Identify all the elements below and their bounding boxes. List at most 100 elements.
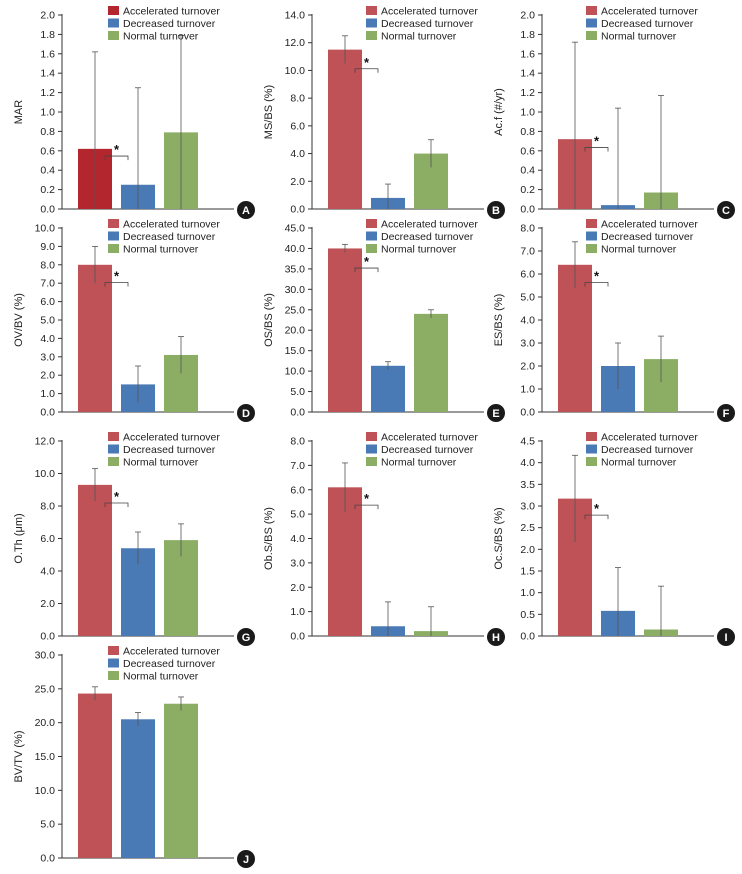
y-tick-label: 15.0 <box>35 751 56 763</box>
y-tick-label: 4.0 <box>290 148 305 160</box>
significance-bracket <box>354 267 379 273</box>
panel-badge <box>237 201 255 219</box>
y-tick-label: 6.0 <box>40 533 55 545</box>
y-tick-label: 0.0 <box>40 853 55 865</box>
bar-accelerated-turnover <box>78 264 112 412</box>
chart-panel-c: 0.0 0.2 0.4 0.6 0.8 1.0 1.2 1.4 1.6 1.8 2.0 Ac.f (#… <box>493 6 735 219</box>
bar-accelerated-turnover <box>558 264 592 412</box>
legend-swatch <box>366 231 377 241</box>
significance-marker: * <box>364 491 370 506</box>
y-tick-label: 0.0 <box>40 204 55 216</box>
legend-swatch <box>108 219 119 228</box>
y-tick-label: 0.2 <box>520 184 535 196</box>
y-tick-label: 5.0 <box>40 819 55 831</box>
y-axis-label: OS/BS (%) <box>263 293 275 347</box>
y-tick-label: 0.0 <box>290 204 305 216</box>
y-tick-label: 2.0 <box>520 361 535 373</box>
legend-label: Decreased turnover <box>123 444 216 456</box>
y-tick-label: 2.0 <box>290 176 305 188</box>
y-tick-label: 1.2 <box>520 87 535 99</box>
y-axis-label: OV/BV (%) <box>13 293 25 347</box>
chart-panel-g: 0.0 2.0 4.0 6.0 8.0 10.0 12.0 O.Th (μm) * Acceler… <box>13 432 255 646</box>
y-tick-label: 0.0 <box>290 631 305 643</box>
chart-panel-j: 0.0 5.0 10.0 15.0 20.0 25.0 30.0 BV/TV (%) Accel… <box>13 646 255 868</box>
legend-swatch <box>108 6 119 15</box>
legend-swatch <box>108 244 119 253</box>
y-tick-label: 1.8 <box>40 29 55 41</box>
legend-swatch <box>586 18 597 28</box>
legend-label: Normal turnover <box>601 457 677 469</box>
legend-swatch <box>108 658 119 668</box>
y-tick-label: 14.0 <box>285 10 306 22</box>
y-tick-label: 3.0 <box>40 351 55 363</box>
y-axis-label: MS/BS (%) <box>263 85 275 139</box>
legend-label: Decreased turnover <box>123 231 216 243</box>
y-tick-label: 1.4 <box>520 68 535 80</box>
legend-swatch <box>586 31 597 40</box>
y-tick-label: 20.0 <box>35 717 56 729</box>
y-tick-label: 10.0 <box>35 468 56 480</box>
panel-badge-letter: E <box>492 408 499 420</box>
legend-label: Normal turnover <box>123 244 199 256</box>
legend-label: Accelerated turnover <box>123 219 220 231</box>
panel-badge <box>717 201 735 219</box>
y-axis-label: Ac.f (#/yr) <box>493 88 505 136</box>
y-tick-label: 0.4 <box>520 165 535 177</box>
panel-badge <box>487 404 505 422</box>
legend-swatch <box>108 31 119 40</box>
y-tick-label: 0.8 <box>40 126 55 138</box>
legend-label: Accelerated turnover <box>601 6 698 18</box>
legend-label: Normal turnover <box>381 457 457 469</box>
y-tick-label: 0.2 <box>40 184 55 196</box>
bar-decreased-turnover <box>371 365 405 412</box>
y-tick-label: 4.0 <box>40 566 55 578</box>
y-tick-label: 1.4 <box>40 68 55 80</box>
y-tick-label: 7.0 <box>520 246 535 258</box>
legend-label: Decreased turnover <box>601 231 694 243</box>
legend-label: Decreased turnover <box>601 18 694 30</box>
legend-swatch <box>366 31 377 40</box>
significance-bracket <box>584 282 609 287</box>
panel-badge <box>487 201 505 219</box>
y-tick-label: 12.0 <box>285 37 306 49</box>
y-tick-label: 9.0 <box>40 241 55 253</box>
legend-swatch <box>108 231 119 241</box>
y-tick-label: 1.6 <box>520 48 535 60</box>
bar-accelerated-turnover <box>328 248 362 412</box>
legend-swatch <box>108 671 119 680</box>
legend-swatch <box>108 444 119 454</box>
y-tick-label: 10.0 <box>35 223 56 235</box>
significance-bracket <box>354 504 379 510</box>
y-tick-label: 1.2 <box>40 87 55 99</box>
significance-marker: * <box>594 268 600 283</box>
legend-swatch <box>108 457 119 466</box>
y-tick-label: 1.0 <box>40 107 55 119</box>
legend-swatch <box>366 244 377 253</box>
y-tick-label: 5.0 <box>290 386 305 398</box>
significance-marker: * <box>364 254 370 269</box>
legend-label: Normal turnover <box>123 671 199 683</box>
y-tick-label: 0.6 <box>40 145 55 157</box>
panel-badge-letter: D <box>242 408 250 420</box>
legend-swatch <box>586 457 597 466</box>
y-tick-label: 0.0 <box>40 631 55 643</box>
y-tick-label: 0.0 <box>290 407 305 419</box>
panel-badge-letter: C <box>722 205 730 217</box>
y-tick-label: 1.0 <box>520 107 535 119</box>
significance-marker: * <box>114 142 120 157</box>
y-tick-label: 4.0 <box>520 315 535 327</box>
y-tick-label: 2.0 <box>40 10 55 22</box>
y-tick-label: 30.0 <box>285 284 306 296</box>
y-tick-label: 0.0 <box>520 631 535 643</box>
panel-badge-letter: J <box>243 854 249 866</box>
legend-label: Normal turnover <box>123 457 199 469</box>
y-tick-label: 30.0 <box>35 650 56 662</box>
legend-label: Decreased turnover <box>601 444 694 456</box>
legend-label: Accelerated turnover <box>123 646 220 658</box>
